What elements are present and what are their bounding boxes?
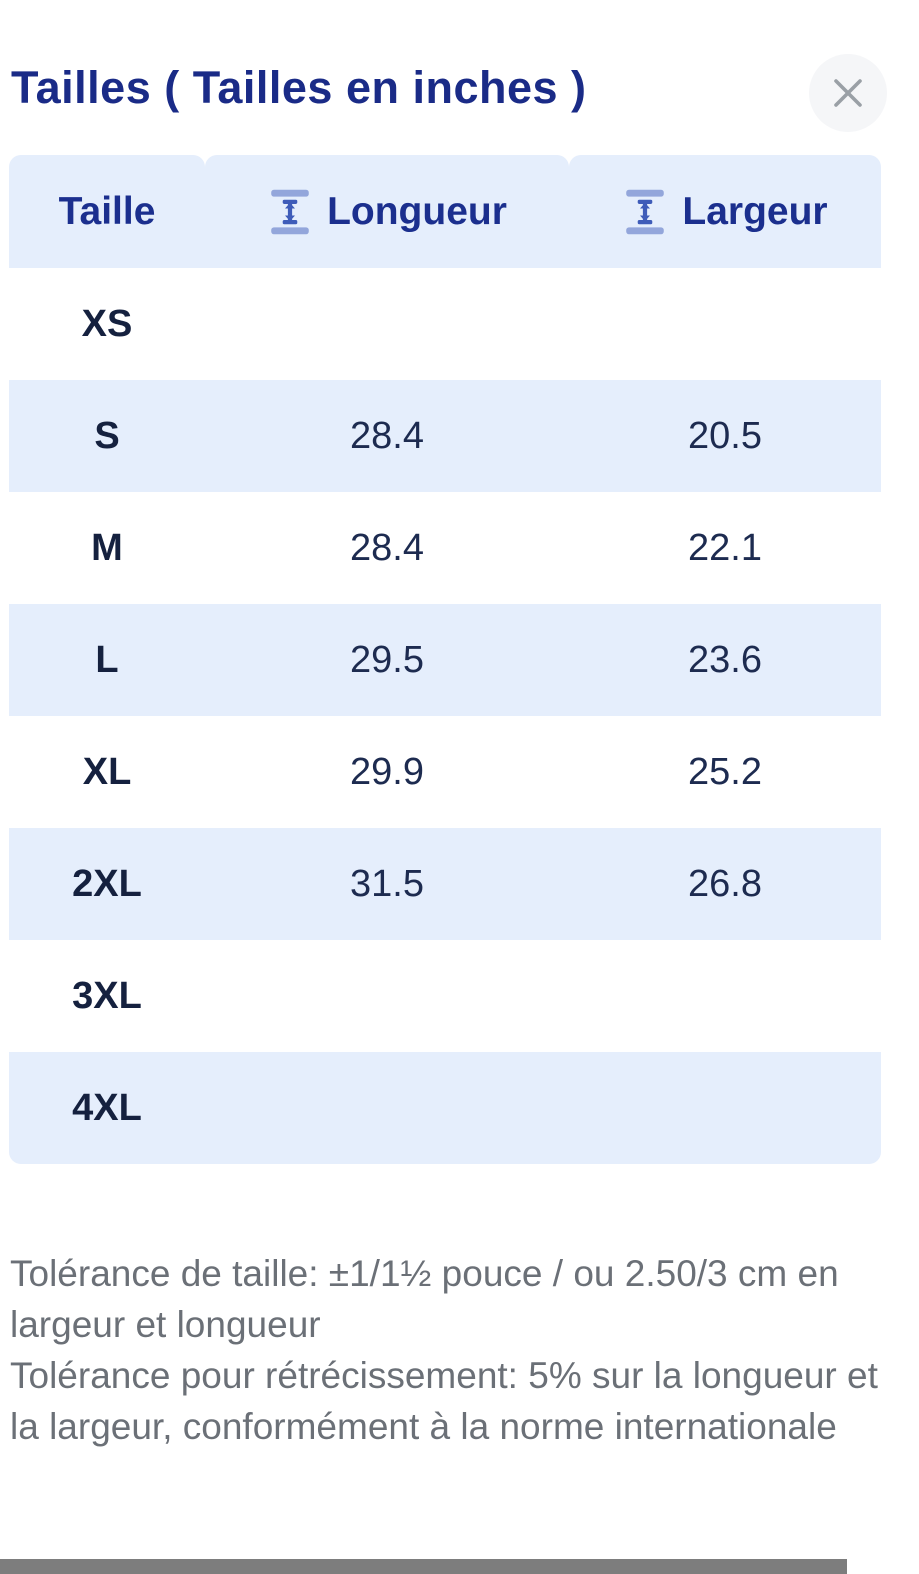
largeur-cell: 20.5	[688, 414, 762, 457]
longueur-cell: 31.5	[350, 862, 424, 905]
size-cell: 2XL	[72, 862, 142, 905]
tolerance-notes: Tolérance de taille: ±1/1½ pouce / ou 2.…	[10, 1248, 910, 1452]
tolerance-size-note: Tolérance de taille: ±1/1½ pouce / ou 2.…	[10, 1253, 839, 1345]
largeur-cell	[569, 268, 881, 380]
longueur-cell	[205, 268, 569, 380]
size-cell: 3XL	[72, 974, 142, 1017]
close-icon	[830, 75, 866, 111]
column-header-label: Largeur	[682, 189, 828, 233]
longueur-cell: 28.4	[350, 526, 424, 569]
height-ruler-icon	[267, 187, 313, 237]
longueur-cell	[205, 940, 569, 1052]
largeur-cell: 22.1	[688, 526, 762, 569]
column-header-label: Longueur	[327, 189, 507, 233]
column-header-largeur: Largeur	[569, 155, 881, 268]
size-cell: M	[91, 526, 123, 569]
size-cell: S	[94, 414, 120, 457]
column-header-label: Taille	[58, 189, 156, 233]
size-cell: XS	[81, 302, 133, 345]
longueur-cell: 29.9	[350, 750, 424, 793]
table-row-3xl: 3XL	[9, 940, 881, 1052]
size-cell: 4XL	[72, 1086, 142, 1129]
table-header-row: Taille Longueur	[9, 155, 881, 268]
height-ruler-icon	[622, 187, 668, 237]
horizontal-scrollbar-track	[0, 1559, 919, 1574]
close-button[interactable]	[809, 54, 887, 132]
longueur-cell: 29.5	[350, 638, 424, 681]
largeur-cell	[569, 1052, 881, 1164]
size-cell: L	[95, 638, 119, 681]
longueur-cell: 28.4	[350, 414, 424, 457]
largeur-cell	[569, 940, 881, 1052]
table-row-l: L 29.5 23.6	[9, 604, 881, 716]
table-row-xs: XS	[9, 268, 881, 380]
longueur-cell	[205, 1052, 569, 1164]
table-row-4xl: 4XL	[9, 1052, 881, 1164]
tolerance-shrink-note: Tolérance pour rétrécissement: 5% sur la…	[10, 1355, 878, 1447]
table-body: XS S 28.4 20.5 M 28.4 22.1 L 29.5 23.6 X…	[9, 268, 881, 1164]
table-row-m: M 28.4 22.1	[9, 492, 881, 604]
column-header-longueur: Longueur	[205, 155, 569, 268]
largeur-cell: 25.2	[688, 750, 762, 793]
column-header-taille: Taille	[9, 155, 205, 268]
table-row-2xl: 2XL 31.5 26.8	[9, 828, 881, 940]
size-table: Taille Longueur	[9, 155, 881, 1164]
largeur-cell: 23.6	[688, 638, 762, 681]
page-title: Tailles ( Tailles en inches )	[11, 62, 587, 113]
largeur-cell: 26.8	[688, 862, 762, 905]
size-cell: XL	[82, 750, 132, 793]
table-row-xl: XL 29.9 25.2	[9, 716, 881, 828]
horizontal-scrollbar-thumb[interactable]	[0, 1559, 847, 1574]
table-row-s: S 28.4 20.5	[9, 380, 881, 492]
